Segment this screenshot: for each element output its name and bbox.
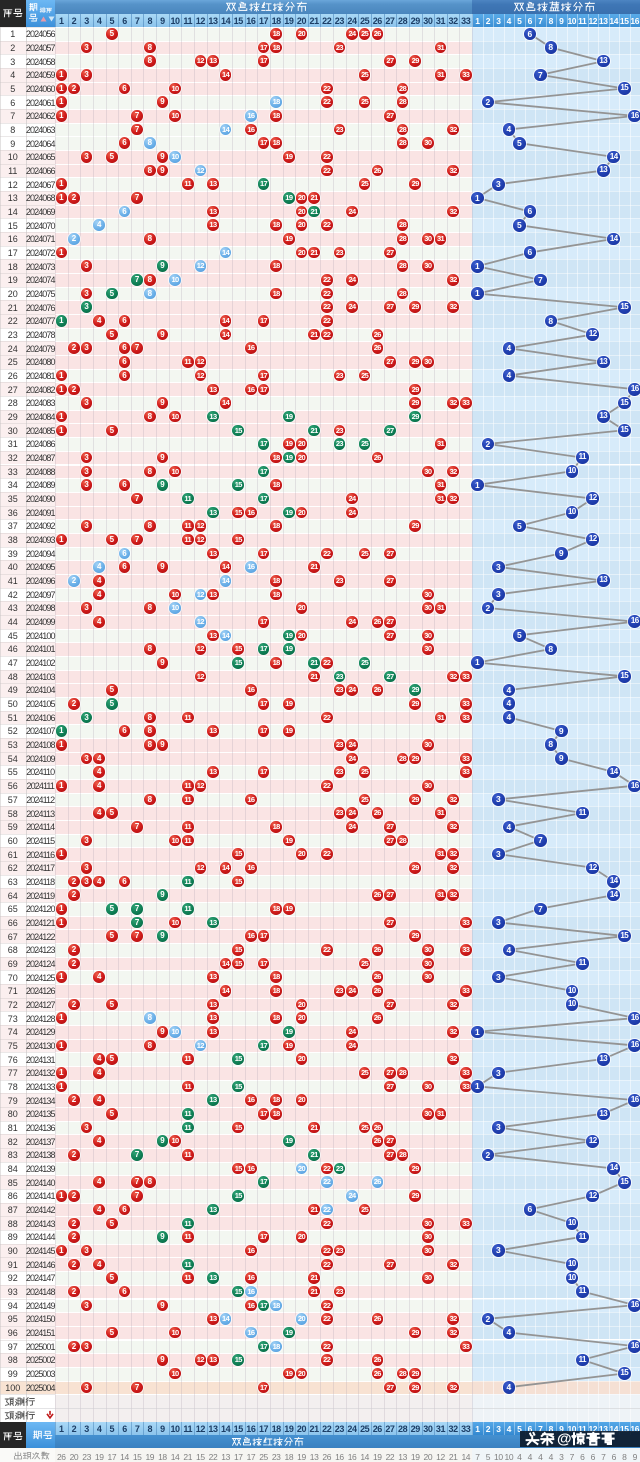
svg-text:@: @ xyxy=(557,1432,572,1448)
